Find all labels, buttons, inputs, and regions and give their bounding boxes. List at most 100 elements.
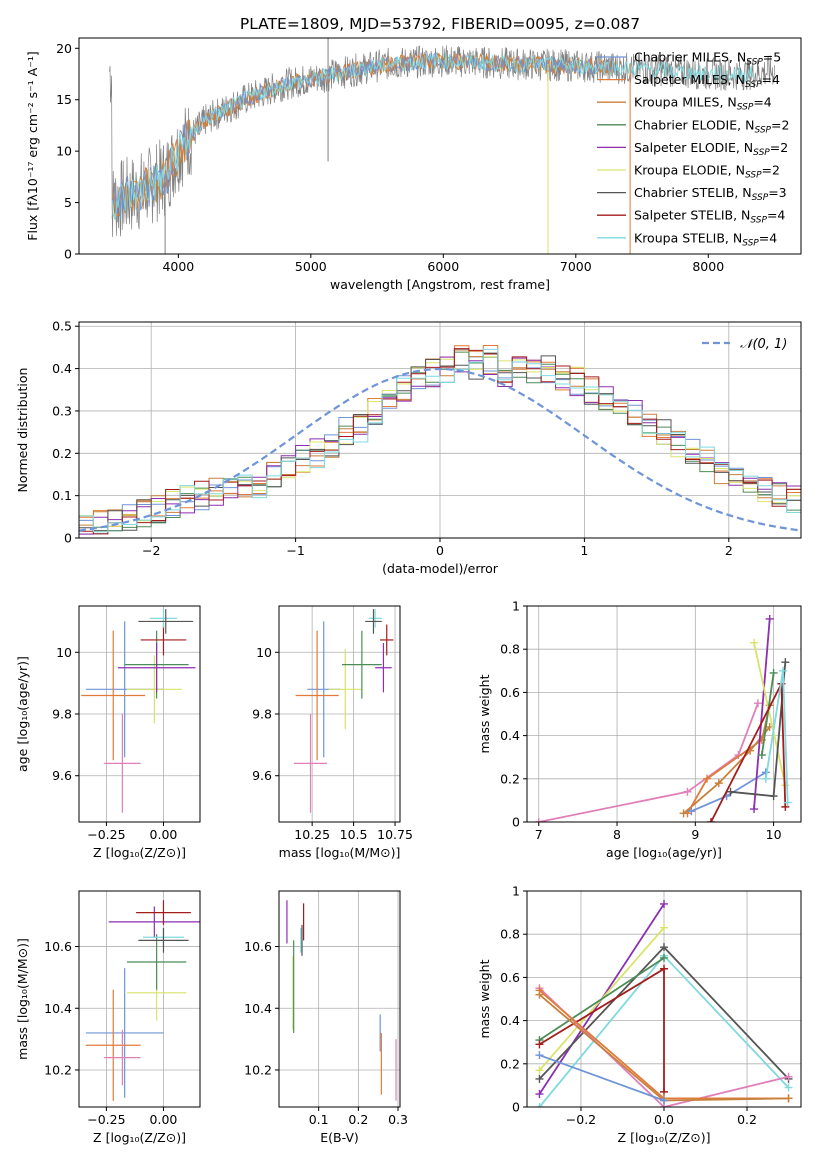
y-tick-label: 10.6 bbox=[244, 939, 272, 954]
y-tick-label: 10 bbox=[56, 645, 72, 660]
weight-line bbox=[753, 642, 787, 786]
weight-marker bbox=[660, 923, 668, 932]
weight-marker bbox=[726, 787, 735, 796]
weight-marker bbox=[534, 818, 543, 822]
y-tick-label: 0.2 bbox=[52, 446, 72, 461]
y-tick-label: 9.6 bbox=[252, 768, 272, 783]
panel-residuals: −2 −1 0 1 2 0 0.1 0.2 0.3 0.4 0.5 (data-model)/erro… bbox=[15, 319, 802, 576]
weight-marker bbox=[783, 798, 792, 807]
y-axis-label: age [log₁₀(age/yr)] bbox=[15, 656, 30, 772]
weight-marker bbox=[660, 899, 668, 908]
weight-line bbox=[761, 672, 775, 756]
plot-area bbox=[535, 899, 793, 1107]
x-axis-label: age [log₁₀(age/yr)] bbox=[606, 845, 722, 860]
weight-marker bbox=[781, 658, 790, 667]
weight-marker bbox=[784, 1094, 793, 1103]
y-tick-label: 10 bbox=[256, 645, 272, 660]
weight-marker bbox=[757, 751, 766, 760]
histogram-step bbox=[79, 348, 801, 533]
weight-marker bbox=[784, 1083, 793, 1092]
panel-ebv_mass: 0.1 0.2 0.3 10.2 10.4 10.6 E(B-V) bbox=[244, 890, 408, 1145]
y-tick-label: 0.1 bbox=[52, 488, 72, 503]
x-tick-label: 8 bbox=[613, 827, 621, 842]
x-axis-label: (data-model)/error bbox=[382, 561, 499, 576]
legend-label: Salpeter ELODIE, NSSP=2 bbox=[634, 140, 788, 158]
plot-area bbox=[293, 609, 394, 813]
y-axis-label: Flux [fλ10⁻¹⁷ erg cm⁻² s⁻¹ A⁻¹] bbox=[25, 51, 40, 240]
y-tick-label: 20 bbox=[56, 41, 72, 56]
y-tick-label: 0 bbox=[512, 815, 520, 830]
y-tick-label: 0.6 bbox=[500, 970, 520, 985]
legend-label: Kroupa ELODIE, NSSP=2 bbox=[634, 163, 780, 181]
spectrum-line bbox=[111, 52, 616, 219]
plot-area bbox=[534, 614, 792, 822]
x-tick-label: 0 bbox=[436, 543, 444, 558]
weight-marker bbox=[784, 1072, 793, 1081]
x-tick-label: 0.2 bbox=[348, 1112, 368, 1127]
x-tick-label: 7 bbox=[535, 827, 543, 842]
y-axis-label: mass [log₁₀(M/M⊙)] bbox=[15, 938, 30, 1060]
spectrum-line bbox=[111, 52, 755, 221]
axes-frame bbox=[526, 605, 802, 823]
y-tick-label: 0.4 bbox=[500, 1013, 520, 1028]
legend-label: Kroupa STELIB, NSSP=4 bbox=[634, 230, 777, 248]
weight-marker bbox=[660, 964, 668, 973]
panel-age_weight: 7 8 9 10 0 0.2 0.4 0.6 0.8 1 age [log₁₀(age/yr)] ma… bbox=[477, 599, 802, 860]
weight-marker bbox=[660, 953, 668, 962]
y-tick-label: 0.2 bbox=[500, 771, 520, 786]
x-tick-label: 0.2 bbox=[737, 1112, 757, 1127]
y-tick-label: 0.8 bbox=[500, 642, 520, 657]
x-tick-label: 10.25 bbox=[294, 827, 330, 842]
legend-label: Salpeter MILES, NSSP=4 bbox=[634, 72, 780, 90]
x-tick-label: 0.1 bbox=[309, 1112, 329, 1127]
weight-marker bbox=[535, 990, 544, 999]
plot-area bbox=[79, 345, 801, 535]
weight-line bbox=[539, 957, 665, 1041]
x-tick-label: 10.75 bbox=[377, 827, 413, 842]
x-tick-label: 6000 bbox=[427, 259, 459, 274]
y-tick-label: 10.6 bbox=[44, 939, 72, 954]
weight-marker bbox=[535, 1074, 544, 1083]
weight-marker bbox=[706, 818, 715, 822]
legend-label: 𝒩(0, 1) bbox=[740, 337, 787, 352]
weight-marker bbox=[750, 638, 759, 647]
x-tick-label: −0.25 bbox=[87, 827, 125, 842]
weight-marker bbox=[535, 1051, 544, 1060]
y-tick-label: 1 bbox=[512, 599, 520, 614]
weight-marker bbox=[781, 802, 790, 811]
legend: Chabrier MILES, NSSP=5 Salpeter MILES, NS… bbox=[597, 50, 789, 248]
histogram-step bbox=[79, 351, 801, 535]
x-axis-label: wavelength [Angstrom, rest frame] bbox=[330, 277, 550, 292]
panel-z_weight: −0.2 0.0 0.2 0 0.2 0.4 0.6 0.8 1 Z [log₁₀(Z/Z⊙)] m… bbox=[477, 884, 802, 1145]
legend-label: Salpeter STELIB, NSSP=4 bbox=[634, 208, 785, 226]
axes-frame bbox=[78, 605, 201, 823]
y-tick-label: 5 bbox=[64, 195, 72, 210]
legend-label: Chabrier MILES, NSSP=5 bbox=[634, 50, 781, 68]
weight-line bbox=[538, 987, 789, 1107]
legend-label: Kroupa MILES, NSSP=4 bbox=[634, 95, 772, 113]
x-tick-label: −2 bbox=[142, 543, 160, 558]
y-tick-label: 10.4 bbox=[244, 1001, 272, 1016]
x-axis-label: Z [log₁₀(Z/Z⊙)] bbox=[93, 1130, 186, 1145]
weight-marker bbox=[753, 699, 762, 708]
weight-marker bbox=[778, 666, 787, 675]
y-axis-label: mass weight bbox=[477, 959, 492, 1038]
panel-z_age: −0.25 0.00 9.6 9.8 10 Z [log₁₀(Z/Z⊙)] age [log… bbox=[15, 605, 201, 860]
y-tick-label: 9.8 bbox=[252, 707, 272, 722]
axes-frame bbox=[78, 37, 802, 255]
weight-marker bbox=[761, 774, 770, 783]
weight-line bbox=[753, 618, 771, 810]
legend-label: Chabrier ELODIE, NSSP=2 bbox=[634, 117, 789, 135]
y-tick-label: 0.4 bbox=[500, 728, 520, 743]
weight-marker bbox=[769, 792, 778, 801]
y-tick-label: 10 bbox=[56, 144, 72, 159]
plot-area bbox=[85, 900, 200, 1101]
y-tick-label: 15 bbox=[56, 92, 72, 107]
y-tick-label: 0 bbox=[512, 1100, 520, 1115]
x-tick-label: −0.25 bbox=[87, 1112, 125, 1127]
y-tick-label: 0.3 bbox=[52, 403, 72, 418]
weight-marker bbox=[765, 614, 774, 623]
weight-line bbox=[539, 1054, 665, 1102]
